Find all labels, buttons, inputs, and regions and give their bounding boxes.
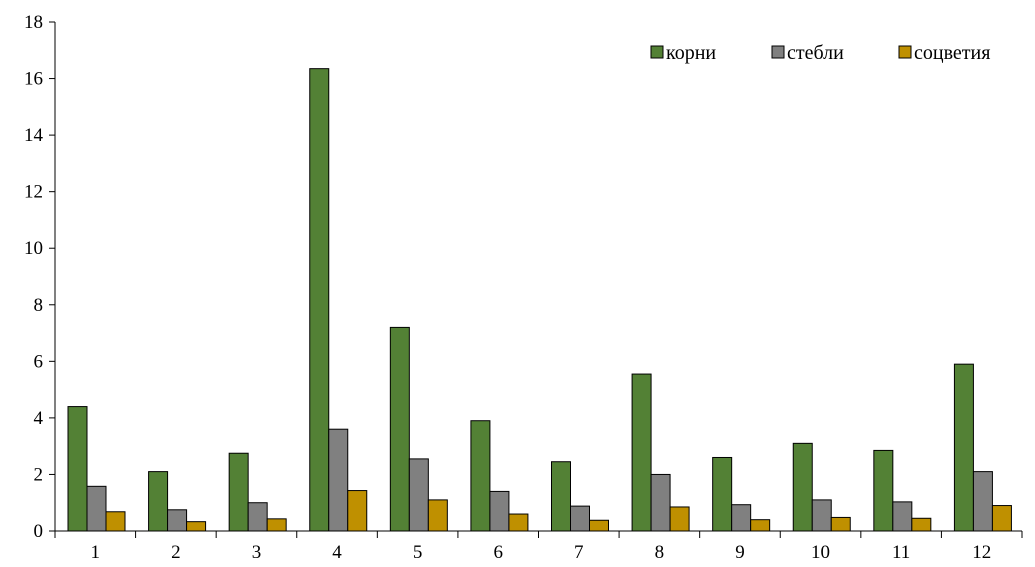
bar-стебли-1 [86,485,107,532]
bar-стебли-4 [328,428,349,532]
bar-соцветия-11 [911,517,932,532]
bar-соцветия-12 [991,505,1012,532]
bar-корни-3 [228,452,249,532]
bar-корни-11 [873,449,894,532]
bar-соцветия-4 [347,490,368,532]
bar-стебли-8 [650,473,671,532]
bar-стебли-6 [489,490,510,532]
bar-соцветия-6 [508,513,529,532]
bar-стебли-12 [972,471,993,532]
y-tick-label: 6 [34,351,44,372]
y-tick-label: 0 [34,521,44,542]
y-tick-label: 14 [24,125,44,146]
y-axis-ticks: 0 2 4 6 8 10 12 14 16 18 [24,12,55,542]
bar-корни-7 [551,461,571,532]
bar-стебли-3 [247,502,268,532]
x-tick-label: 1 [91,542,101,563]
bar-стебли-10 [811,499,832,532]
legend-item: соцветия [898,42,990,64]
bar-корни-9 [712,456,733,532]
x-tick-label: 5 [413,542,423,563]
bar-корни-2 [148,471,169,532]
y-tick-label: 2 [34,464,44,485]
x-tick-label: 4 [332,542,342,563]
x-tick-label: 2 [171,542,181,563]
legend-swatch [898,45,912,59]
x-tick-label: 6 [493,542,503,563]
bars-layer [67,68,1012,532]
legend-item: корни [650,42,716,64]
y-tick-label: 10 [24,238,43,259]
legend-label: соцветия [914,42,990,64]
bar-корни-10 [792,442,813,532]
y-tick-label: 4 [34,408,44,429]
bar-соцветия-3 [266,518,287,532]
x-tick-label: 8 [655,542,665,563]
bar-корни-8 [631,373,652,532]
legend-swatch [771,45,785,59]
x-tick-label: 3 [252,542,262,563]
legend-item: стебли [771,42,844,64]
legend: корни стебли соцветия [650,42,990,64]
legend-label: стебли [787,42,844,64]
bar-корни-4 [309,68,330,532]
x-tick-label: 7 [574,542,584,563]
bar-корни-12 [953,363,974,532]
bar-соцветия-2 [186,521,207,532]
bar-соцветия-5 [427,499,448,532]
bar-соцветия-1 [105,511,126,532]
bar-стебли-5 [408,458,429,532]
y-tick-label: 12 [24,182,43,203]
legend-swatch [650,45,664,59]
bar-корни-1 [67,406,88,532]
bar-соцветия-10 [830,516,851,532]
x-axis-ticks: 1 2 3 4 5 6 7 8 9 10 11 12 [54,531,1023,563]
bar-соцветия-8 [669,506,690,532]
x-tick-label: 9 [735,542,745,563]
bar-корни-6 [470,420,491,532]
bar-стебли-9 [731,504,752,532]
bar-соцветия-9 [750,519,771,532]
y-tick-label: 18 [24,12,43,33]
y-tick-label: 16 [24,69,43,90]
bar-стебли-2 [167,509,188,532]
y-tick-label: 8 [34,295,44,316]
bar-стебли-11 [892,501,913,532]
bar-соцветия-7 [589,519,609,532]
bar-корни-5 [389,326,410,532]
bar-стебли-7 [570,505,590,532]
x-tick-label: 12 [972,542,991,563]
x-tick-label: 10 [811,542,830,563]
legend-label: корни [666,42,716,64]
x-tick-label: 11 [892,542,910,563]
